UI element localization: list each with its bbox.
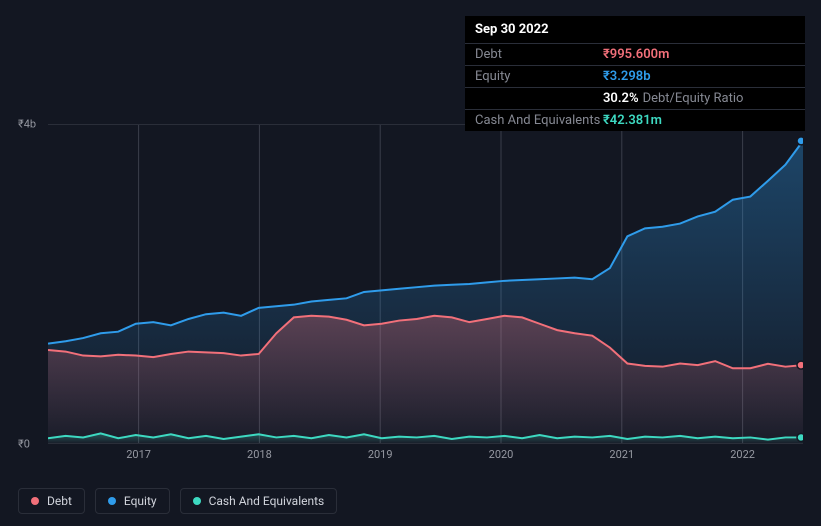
tooltip-row: Cash And Equivalents₹42.381m [465, 110, 805, 131]
end-marker-equity [797, 137, 803, 145]
legend-item[interactable]: Equity [95, 488, 170, 514]
x-tick-label: 2017 [126, 448, 151, 461]
y-axis: ₹0₹4b [18, 124, 48, 444]
tooltip-label [475, 91, 603, 106]
x-tick-label: 2021 [609, 448, 634, 461]
y-tick-label: ₹4b [18, 118, 36, 131]
y-tick-label: ₹0 [18, 438, 30, 451]
end-marker-debt [797, 361, 803, 369]
legend: Debt Equity Cash And Equivalents [18, 488, 337, 514]
tooltip-row: Equity₹3.298b [465, 66, 805, 88]
tooltip-row: Debt₹995.600m [465, 44, 805, 66]
plot[interactable] [48, 124, 803, 444]
legend-swatch-icon [193, 497, 201, 505]
chart-tooltip: Sep 30 2022 Debt₹995.600mEquity₹3.298b30… [465, 16, 805, 131]
tooltip-value: ₹42.381m [603, 113, 662, 128]
tooltip-row: 30.2% Debt/Equity Ratio [465, 88, 805, 110]
x-axis: 2017 2018 2019 2020 2021 2022 [48, 448, 803, 468]
tooltip-value: 30.2% [603, 91, 639, 106]
tooltip-label: Cash And Equivalents [475, 113, 603, 128]
x-tick-label: 2019 [368, 448, 393, 461]
tooltip-value: ₹995.600m [603, 47, 669, 62]
legend-label: Cash And Equivalents [209, 494, 325, 508]
legend-swatch-icon [31, 497, 39, 505]
tooltip-label: Equity [475, 69, 603, 84]
x-tick-label: 2020 [489, 448, 514, 461]
legend-swatch-icon [108, 497, 116, 505]
legend-label: Debt [47, 494, 72, 508]
tooltip-label: Debt [475, 47, 603, 62]
x-tick-label: 2018 [247, 448, 272, 461]
legend-item[interactable]: Debt [18, 488, 85, 514]
tooltip-suffix: Debt/Equity Ratio [643, 91, 744, 106]
chart-plot-area: ₹0₹4b [18, 124, 803, 444]
tooltip-date: Sep 30 2022 [465, 16, 805, 44]
end-marker-cash [797, 433, 803, 441]
x-tick-label: 2022 [730, 448, 755, 461]
legend-label: Equity [124, 494, 157, 508]
chart-container: Sep 30 2022 Debt₹995.600mEquity₹3.298b30… [0, 0, 821, 526]
legend-item[interactable]: Cash And Equivalents [180, 488, 338, 514]
tooltip-value: ₹3.298b [603, 69, 651, 84]
